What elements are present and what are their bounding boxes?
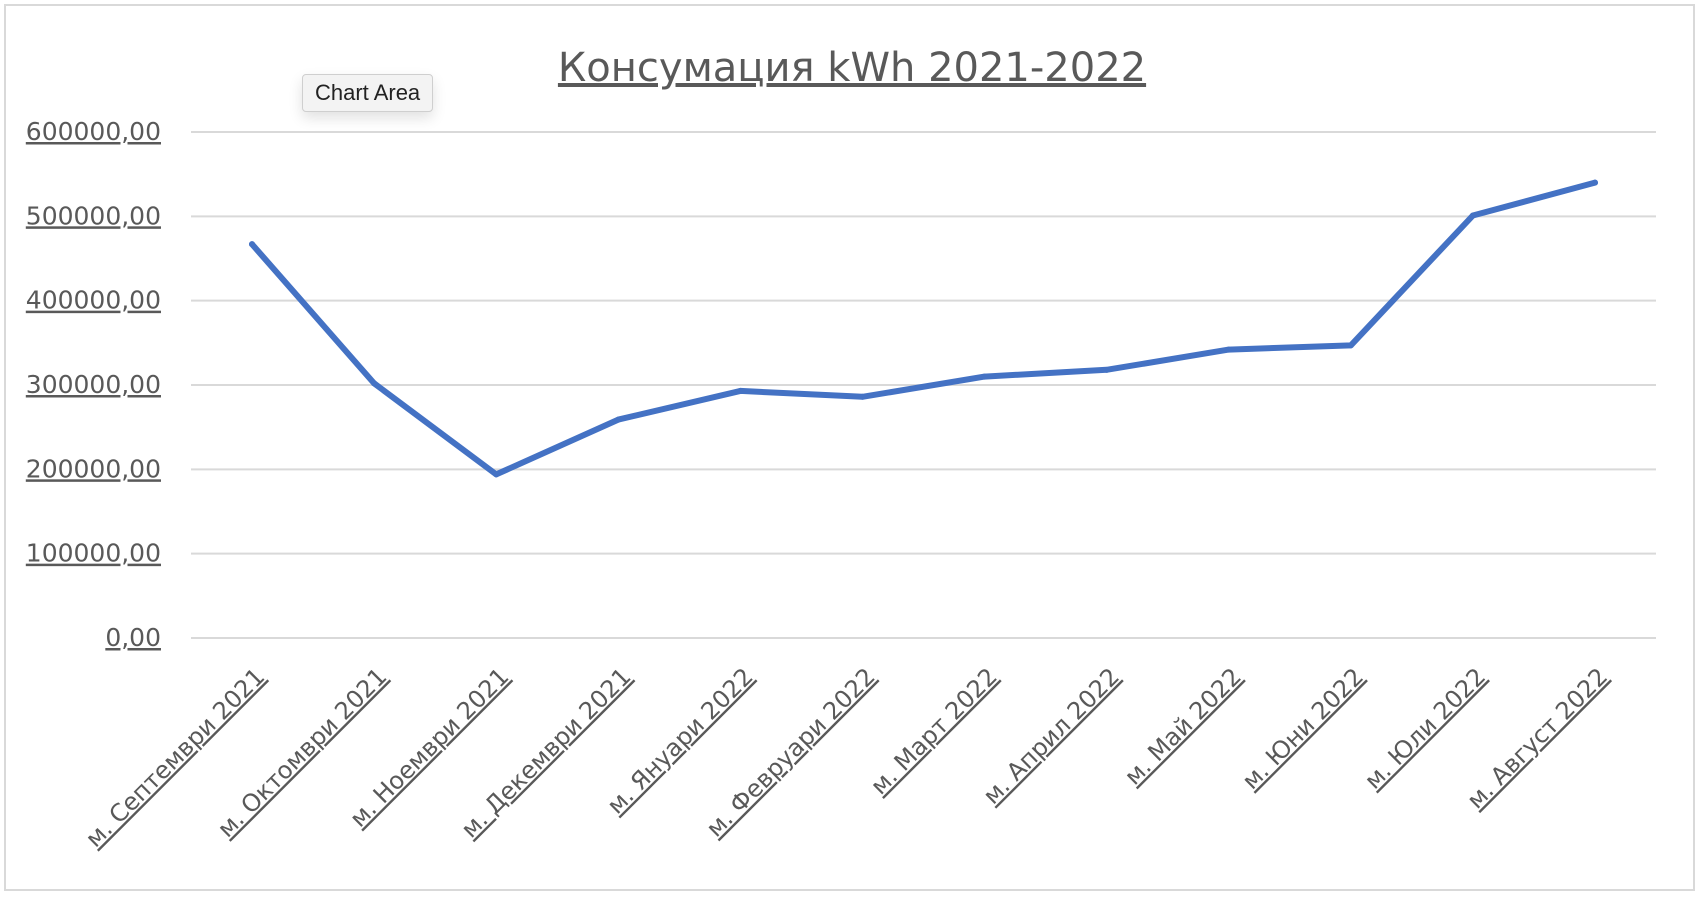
x-tick-label: м. Май 2022 [1119, 662, 1247, 790]
data-point[interactable] [737, 387, 744, 394]
data-point[interactable] [1347, 342, 1354, 349]
data-point[interactable] [249, 241, 256, 248]
data-point[interactable] [1591, 179, 1598, 186]
data-point[interactable] [615, 416, 622, 423]
chart-title: Консумация kWh 2021-2022 [558, 45, 1146, 91]
y-tick-label: 600000,00 [26, 117, 161, 146]
gridlines [191, 131, 1656, 639]
data-point[interactable] [1225, 346, 1232, 353]
chart-area-tooltip: Chart Area [302, 74, 434, 112]
x-tick-label: м. Юли 2022 [1359, 662, 1491, 794]
y-tick-label: 500000,00 [26, 201, 161, 230]
x-tick-label: м. Март 2022 [865, 662, 1003, 800]
data-point[interactable] [1469, 212, 1476, 219]
data-point[interactable] [493, 471, 500, 478]
y-axis-ticks: 0,00 100000,00 200000,00 300000,00 400000,00… [26, 117, 161, 652]
data-point[interactable] [371, 380, 378, 387]
x-tick-label: м. Юни 2022 [1237, 662, 1369, 794]
chart-area[interactable]: Консумация kWh 2021-2022 0,00 100000,00 20… [4, 4, 1695, 891]
y-tick-label: 300000,00 [26, 370, 161, 399]
y-tick-label: 200000,00 [26, 454, 161, 483]
series-layer [249, 179, 1598, 478]
y-tick-label: 400000,00 [26, 286, 161, 315]
y-tick-label: 0,00 [105, 623, 161, 652]
data-point[interactable] [859, 393, 866, 400]
data-point[interactable] [981, 373, 988, 380]
data-point[interactable] [1103, 366, 1110, 373]
line-chart: Консумация kWh 2021-2022 0,00 100000,00 20… [26, 45, 1656, 853]
series-line[interactable] [249, 179, 1598, 478]
y-tick-label: 100000,00 [26, 539, 161, 568]
